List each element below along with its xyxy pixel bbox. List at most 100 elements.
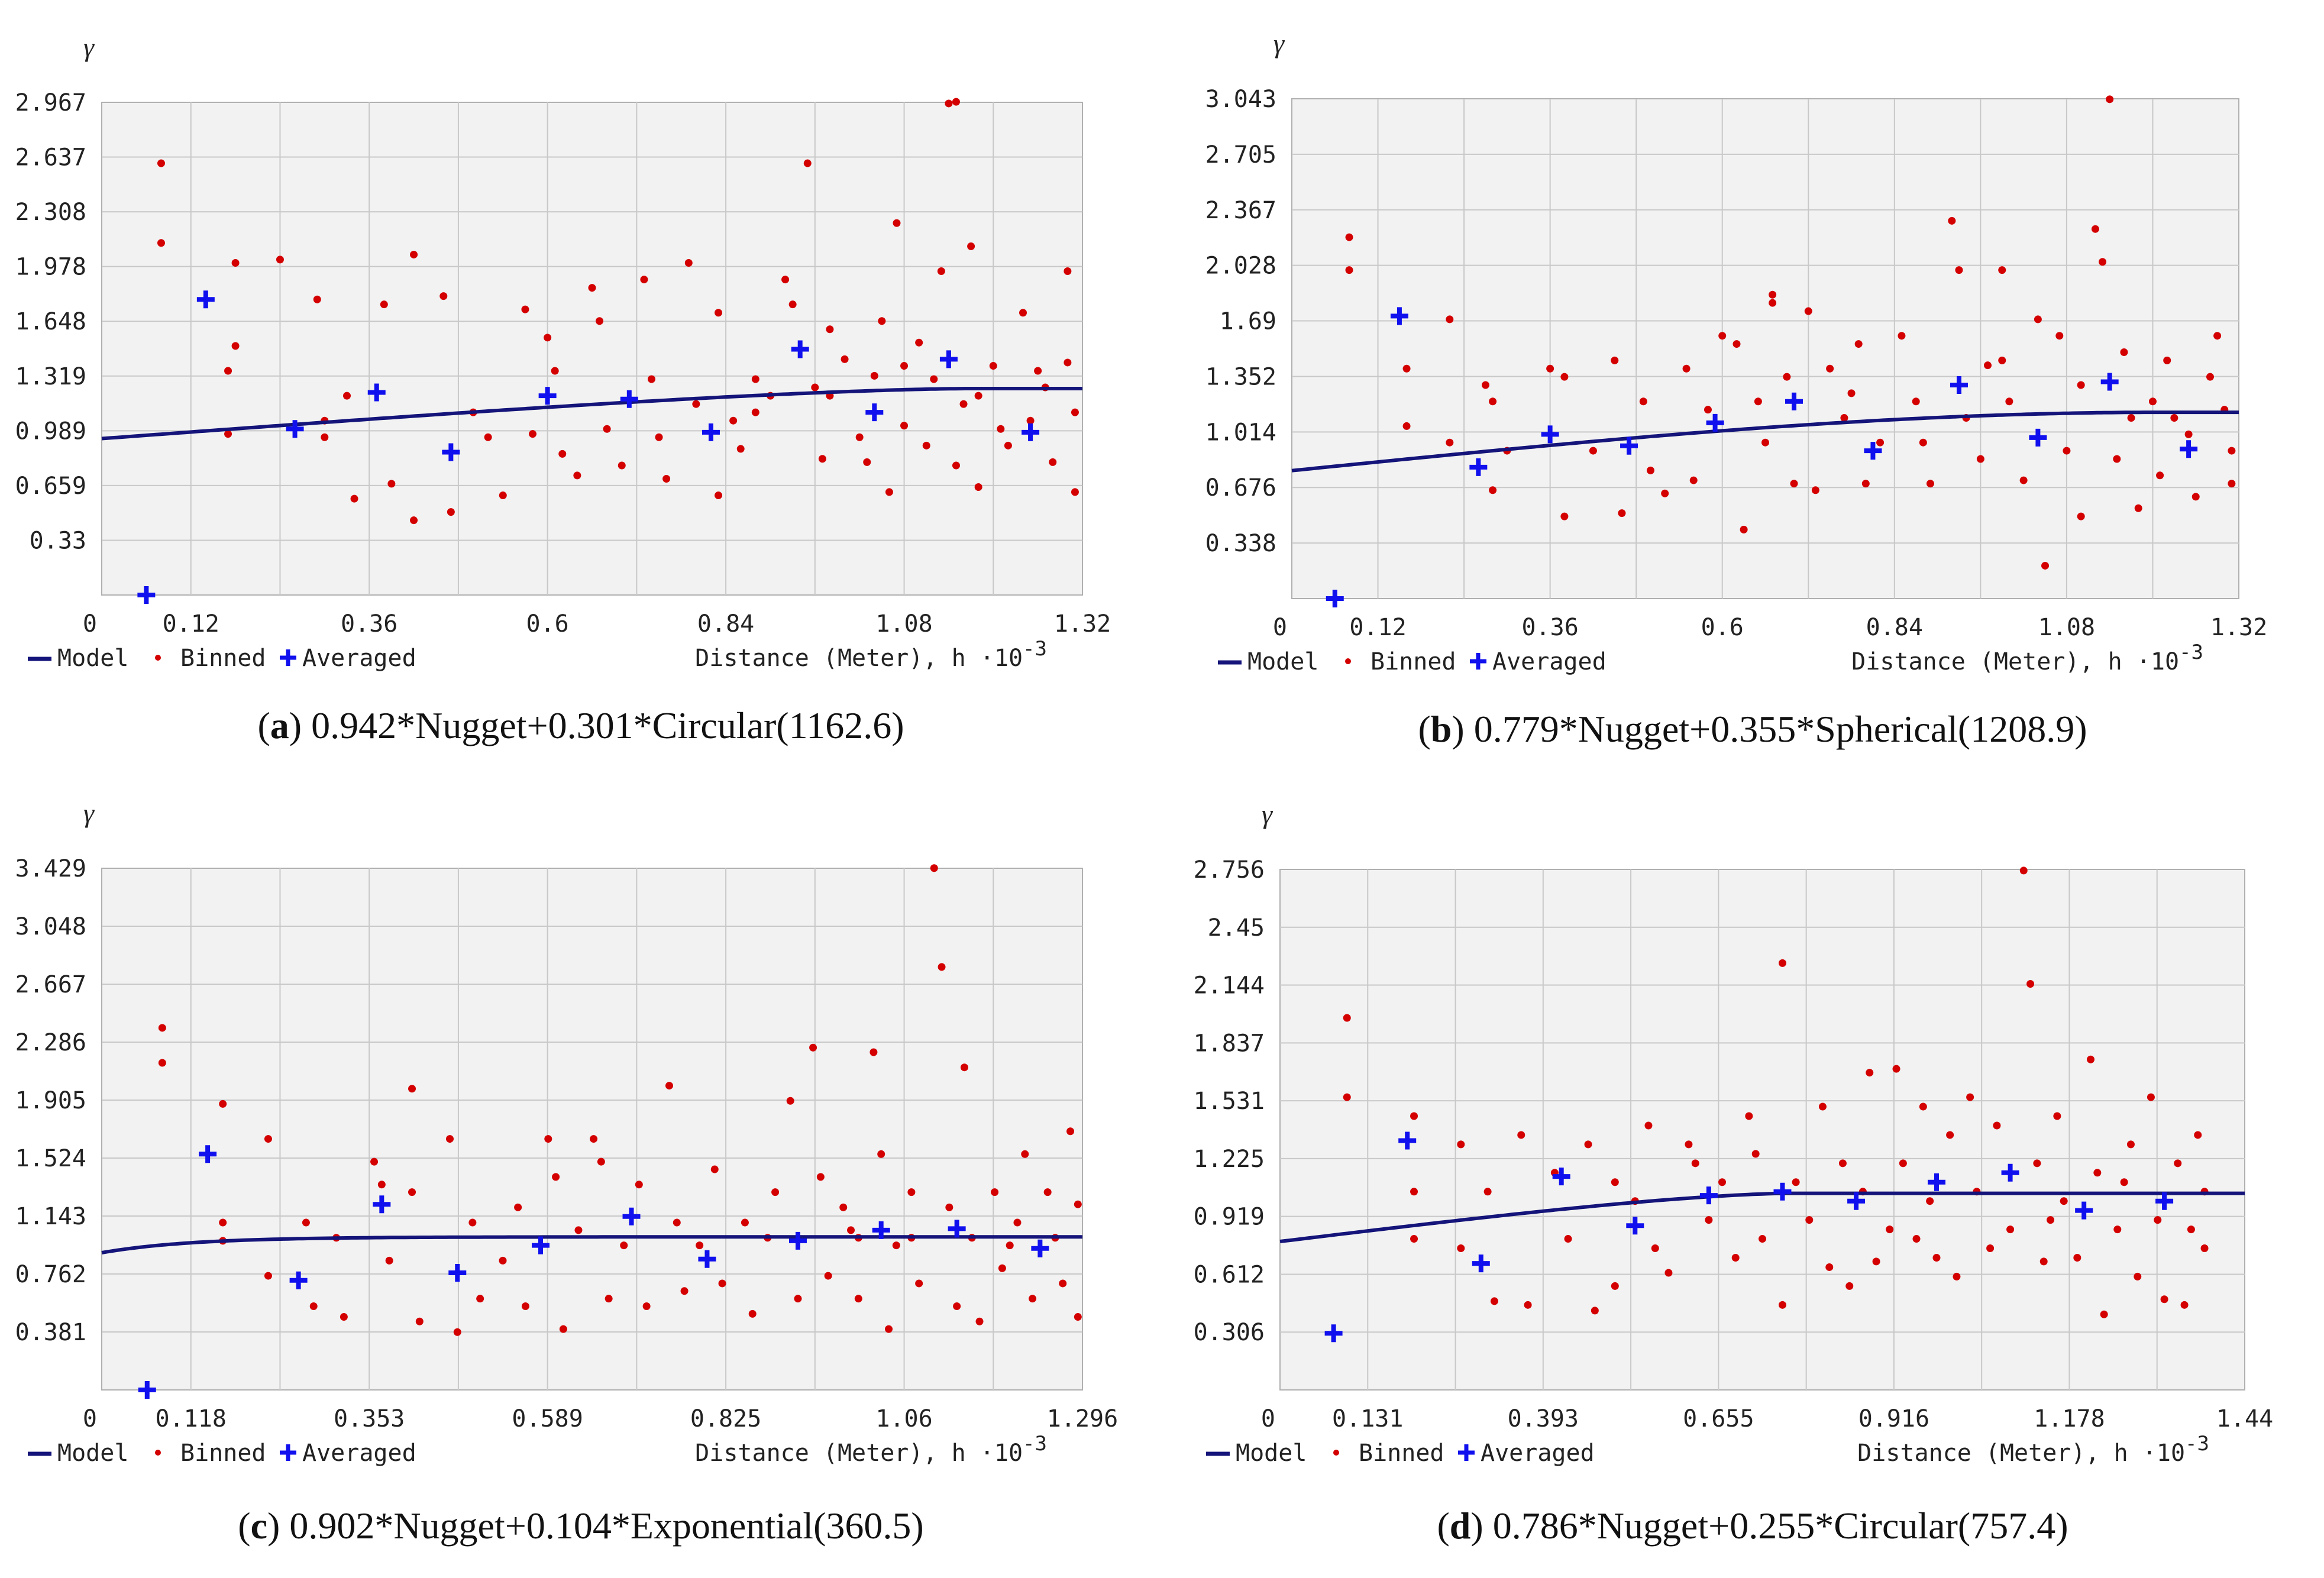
binned-point: [2073, 1253, 2081, 1262]
binned-point: [771, 1188, 780, 1197]
binned-point: [1953, 1272, 1961, 1280]
binned-point: [975, 1317, 984, 1325]
x-tick-label: 0: [83, 610, 97, 638]
binned-point: [2047, 1216, 2055, 1224]
averaged-point: [1699, 1186, 1718, 1205]
binned-point: [826, 325, 834, 334]
binned-point: [476, 1295, 484, 1303]
binned-point: [1838, 1159, 1847, 1168]
binned-point: [1932, 1253, 1941, 1262]
binned-point: [321, 433, 329, 441]
y-tick-label: 0.338: [1205, 530, 1276, 557]
y-tick-label: 1.319: [15, 363, 86, 390]
legend: Model Binned Averaged: [1218, 648, 1607, 675]
binned-point: [1049, 458, 1057, 466]
legend-averaged-label: Averaged: [1492, 648, 1607, 675]
binned-point: [998, 1264, 1006, 1272]
binned-point: [1926, 1197, 1934, 1205]
binned-point: [1718, 1178, 1727, 1186]
x-tick-label: 0.6: [1701, 614, 1744, 641]
binned-point: [715, 491, 723, 500]
binned-point: [877, 1150, 885, 1158]
binned-point: [997, 425, 1005, 433]
binned-point: [447, 508, 455, 516]
binned-point: [1446, 438, 1454, 447]
y-tick-label: 0.659: [15, 473, 86, 500]
binned-point: [2033, 1159, 2041, 1168]
binned-point: [655, 433, 663, 441]
plot-area: [1279, 869, 2245, 1391]
binned-point: [2106, 95, 2114, 104]
binned-point: [2039, 1257, 2048, 1266]
averaged-point: [1326, 590, 1344, 607]
binned-point: [1457, 1244, 1465, 1253]
binned-point: [811, 383, 819, 392]
binned-point: [2213, 332, 2222, 340]
binned-point: [1446, 315, 1454, 324]
binned-point: [2134, 1272, 2142, 1280]
binned-point: [521, 305, 529, 313]
x-tick-label: 0: [1273, 614, 1287, 641]
binned-point: [2086, 1055, 2094, 1063]
binned-point: [1898, 332, 1906, 340]
binned-point: [385, 1256, 393, 1265]
binned-point: [1872, 1257, 1880, 1266]
binned-point: [158, 1024, 166, 1032]
binned-point: [410, 516, 418, 525]
binned-point: [588, 284, 596, 292]
binned-point: [907, 1188, 916, 1197]
legend-model-label: Model: [57, 1440, 128, 1467]
binned-point: [1661, 489, 1669, 497]
y-tick-label: 0.919: [1194, 1204, 1265, 1231]
binned-point: [2180, 1301, 2189, 1309]
y-tick-label: 2.286: [15, 1029, 86, 1056]
y-tick-label: 1.352: [1205, 363, 1276, 390]
binned-point: [1705, 1216, 1713, 1224]
binned-point: [1004, 441, 1012, 450]
binned-point: [692, 400, 700, 408]
binned-point: [1854, 340, 1863, 348]
legend-binned-swatch: [155, 1450, 161, 1456]
binned-point: [1546, 364, 1554, 373]
binned-point: [1013, 1218, 1022, 1227]
x-axis-label: Distance (Meter), h ·10-3: [1857, 1432, 2209, 1467]
binned-point: [1745, 1112, 1753, 1120]
binned-point: [514, 1203, 522, 1211]
binned-point: [751, 375, 759, 383]
x-tick-label: 0: [83, 1405, 97, 1433]
averaged-point: [620, 390, 638, 408]
legend-averaged-swatch: [280, 649, 296, 666]
binned-point: [884, 1325, 893, 1333]
binned-point: [219, 1218, 227, 1227]
binned-point: [1618, 509, 1626, 518]
binned-point: [2005, 397, 2013, 406]
y-tick-label: 1.905: [15, 1087, 86, 1114]
binned-point: [1026, 416, 1035, 425]
binned-point: [839, 1203, 848, 1211]
y-tick-label: 1.014: [1205, 419, 1276, 446]
binned-point: [640, 276, 648, 284]
y-tick-label: 0.989: [15, 418, 86, 445]
binned-point: [1560, 373, 1569, 381]
averaged-point: [702, 423, 720, 441]
averaged-point: [289, 1271, 308, 1289]
binned-point: [1611, 1178, 1619, 1186]
binned-point: [1021, 1150, 1029, 1158]
binned-point: [854, 1295, 862, 1303]
binned-point: [2163, 356, 2171, 364]
y-tick-label: 2.144: [1194, 972, 1265, 1000]
model-curve: [101, 387, 1082, 441]
binned-point: [1517, 1131, 1525, 1139]
binned-point: [855, 433, 864, 441]
averaged-point: [1031, 1239, 1049, 1257]
x-tick-label: 1.32: [2210, 614, 2267, 641]
averaged-point: [442, 443, 460, 461]
binned-point: [2148, 397, 2157, 406]
legend-binned-label: Binned: [1359, 1440, 1444, 1467]
binned-point: [1769, 299, 1777, 307]
binned-point: [1948, 216, 1956, 225]
binned-point: [1761, 438, 1769, 447]
binned-point: [715, 309, 723, 317]
binned-point: [1769, 290, 1777, 299]
